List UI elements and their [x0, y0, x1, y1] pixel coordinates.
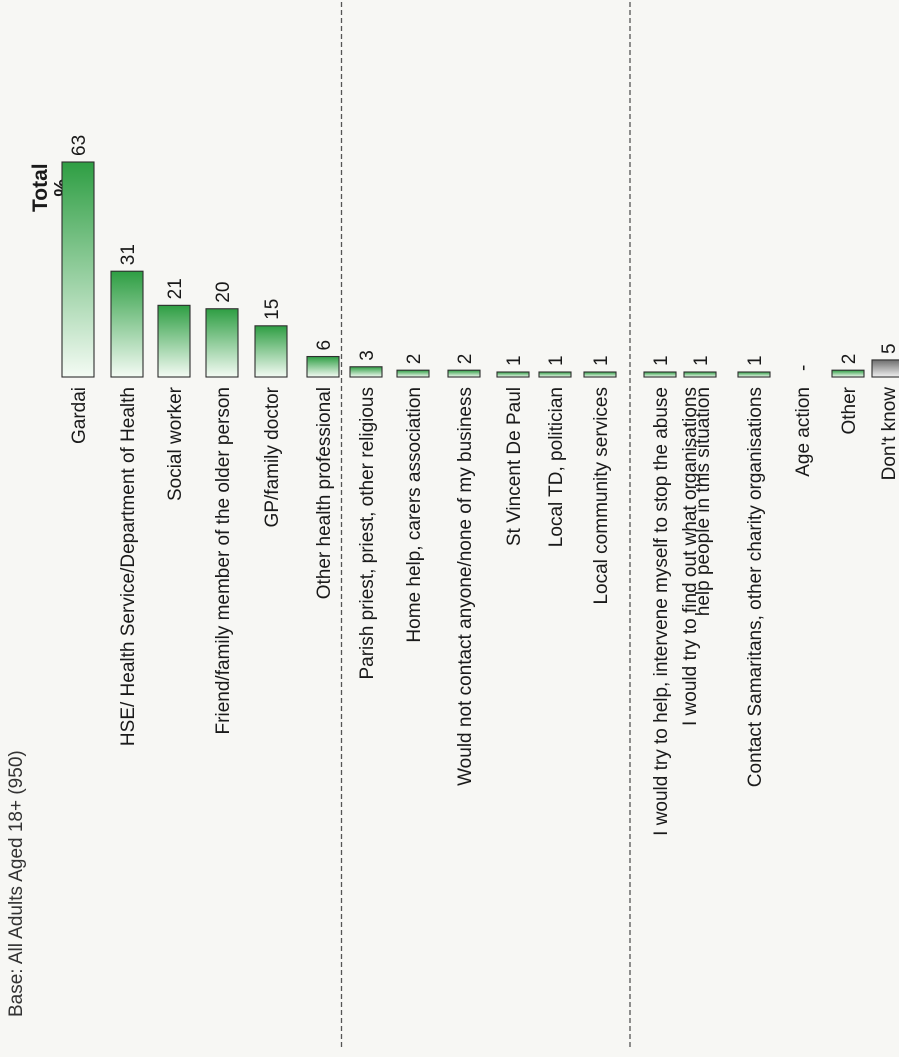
category-label: Don't know — [879, 387, 899, 481]
bar — [496, 371, 530, 378]
category-label: GP/family doctor — [262, 386, 283, 527]
bar — [349, 366, 383, 378]
value-label: 15 — [262, 299, 283, 320]
category-label: Friend/family member of the older person — [213, 387, 234, 734]
bar — [871, 359, 899, 378]
value-label: 2 — [455, 354, 476, 365]
value-label: 2 — [839, 354, 860, 365]
value-label: 1 — [651, 355, 672, 366]
bar — [737, 371, 771, 378]
category-label-line: I would try to find out what organisatio… — [680, 387, 701, 726]
category-label: Local community services — [591, 387, 612, 605]
bar — [254, 325, 288, 378]
value-label: 20 — [213, 282, 234, 303]
bar — [583, 371, 617, 378]
value-label: 6 — [314, 340, 335, 351]
bar — [683, 371, 717, 378]
category-label: HSE/ Health Service/Department of Health — [118, 387, 139, 746]
value-label: 5 — [879, 343, 899, 354]
bar — [538, 371, 572, 378]
category-label: St Vincent De Paul — [504, 387, 525, 546]
bar — [831, 369, 865, 378]
value-label: 1 — [591, 355, 612, 366]
value-label: 21 — [165, 278, 186, 299]
value-label: - — [793, 365, 814, 371]
category-label: Parish priest, priest, other religious — [357, 387, 378, 680]
bar — [110, 270, 144, 378]
category-label: Social worker — [165, 386, 186, 501]
bar — [396, 369, 430, 378]
category-label-line: help people in this situation — [693, 387, 714, 616]
bar — [643, 371, 677, 378]
category-label: Would not contact anyone/none of my busi… — [455, 387, 476, 786]
bar — [157, 304, 191, 378]
value-label: 31 — [118, 244, 139, 265]
category-label: Contact Samaritans, other charity organi… — [745, 387, 766, 787]
value-label: 1 — [504, 355, 525, 366]
category-label: Gardai — [69, 387, 90, 444]
value-label: 63 — [69, 135, 90, 156]
bar — [205, 308, 239, 378]
category-label: I would try to find out what organisatio… — [680, 387, 714, 726]
category-label: Age action — [793, 387, 814, 477]
bar — [306, 355, 340, 378]
bar — [447, 369, 481, 378]
value-label: 1 — [546, 355, 567, 366]
category-label: Home help, carers association — [404, 387, 425, 643]
value-label: 1 — [745, 355, 766, 366]
category-label: I would try to help, intervene myself to… — [651, 387, 672, 836]
category-label: Other — [839, 386, 860, 434]
value-label: 3 — [357, 350, 378, 361]
value-label: 2 — [404, 354, 425, 365]
category-label: Other health professional — [314, 387, 335, 599]
bar — [61, 161, 95, 378]
category-label: Local TD, politician — [546, 387, 567, 547]
value-label: 1 — [691, 355, 712, 366]
